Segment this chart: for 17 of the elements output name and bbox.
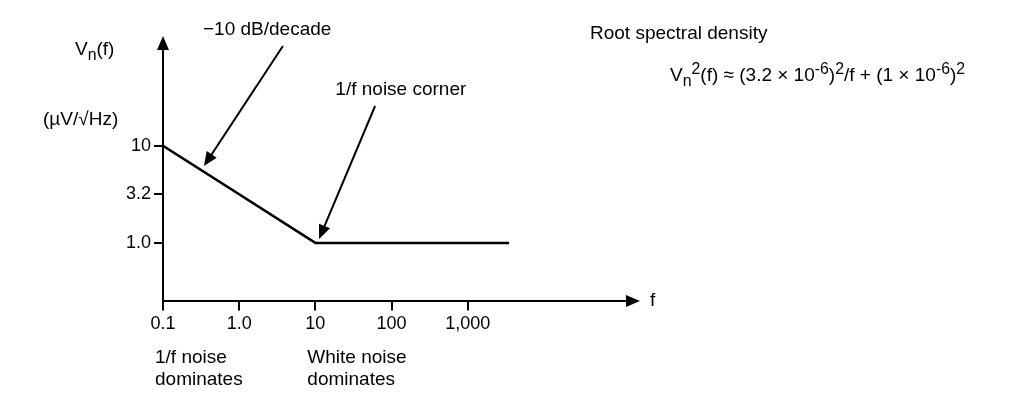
x-tick-label: 1.0 [226,313,252,334]
text: (µV/√Hz) [43,108,119,130]
text: V$_{n}$$^{2}$(f) ≈ (3.2 × 10$^{-6}$)$^{2}$/f + (1 × 10$^{-6}$)$^{2}$ [670,60,966,90]
x-tick-label: 10 [305,313,326,334]
y-tick-label: 3.2 [125,182,152,203]
text: Root spectral density [590,22,768,44]
y-axis-title: V$_{n}$(f) [75,38,115,64]
y-tick-label: 10 [130,134,152,155]
text: 1/f noise dominates [155,346,244,391]
text: −10 dB/decade [203,18,332,40]
x-axis-title: f [650,289,656,312]
annotation: 1/f noise corner [335,78,467,100]
text: White noise dominates [307,346,408,391]
y-tick-label: 1.0 [125,231,152,252]
x-tick-label: 100 [376,313,407,334]
x-tick-label: 0.1 [150,313,176,334]
x-tick-label: 1,000 [445,313,491,334]
